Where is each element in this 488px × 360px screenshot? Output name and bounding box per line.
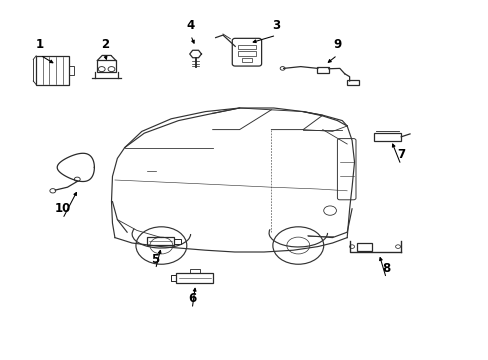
Text: 2: 2 <box>101 39 109 51</box>
Bar <box>356 243 371 251</box>
Bar <box>189 269 199 273</box>
Bar <box>238 51 255 56</box>
Bar <box>69 66 74 75</box>
Text: 7: 7 <box>396 148 404 161</box>
Bar <box>374 133 401 141</box>
Bar <box>36 56 69 85</box>
Bar <box>346 80 359 85</box>
Bar <box>176 273 213 283</box>
Bar <box>238 45 255 49</box>
Bar <box>97 60 116 72</box>
Text: 4: 4 <box>186 19 194 32</box>
Text: 1: 1 <box>36 39 44 51</box>
Text: 10: 10 <box>54 202 71 215</box>
Text: 9: 9 <box>333 39 341 51</box>
Text: 6: 6 <box>188 292 196 305</box>
Bar <box>316 67 328 73</box>
Text: 5: 5 <box>151 253 159 266</box>
Bar <box>174 239 181 244</box>
Text: 8: 8 <box>382 262 389 275</box>
Bar <box>146 237 173 245</box>
Bar <box>242 58 251 62</box>
Text: 3: 3 <box>272 19 280 32</box>
